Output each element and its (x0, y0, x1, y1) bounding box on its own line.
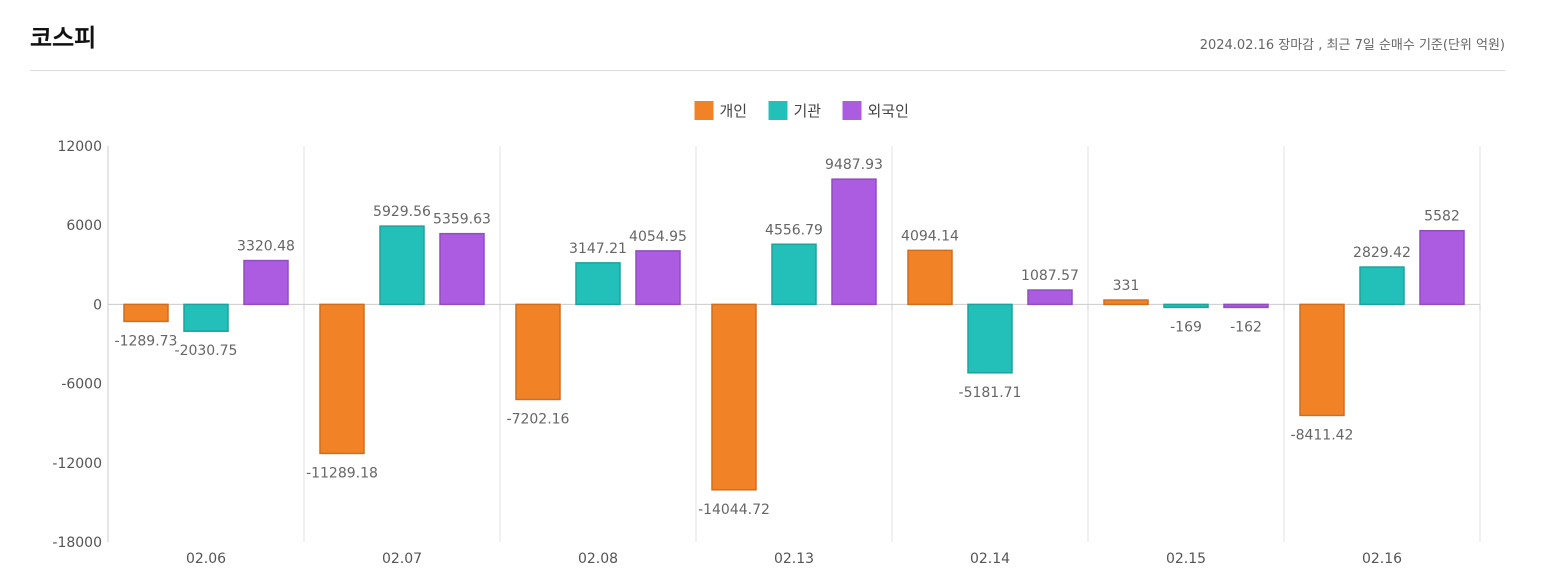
bar (123, 303, 169, 323)
data-label: -11289.18 (306, 465, 378, 481)
bar (771, 243, 817, 306)
data-label: -14044.72 (698, 502, 770, 518)
data-label: -169 (1170, 319, 1202, 335)
data-label: 331 (1113, 278, 1140, 294)
x-tick-label: 02.08 (578, 551, 618, 567)
data-label: 9487.93 (825, 157, 883, 173)
bar (243, 259, 289, 306)
bar (515, 303, 561, 401)
data-label: -162 (1230, 319, 1262, 335)
data-label: 4094.14 (901, 228, 959, 244)
data-label: -1289.73 (115, 333, 178, 349)
chart-subtitle: 2024.02.16 장마감 , 최근 7일 순매수 기준(단위 억원) (1199, 38, 1505, 53)
bar (1223, 303, 1269, 309)
x-tick-label: 02.06 (186, 551, 226, 567)
y-tick-label: 6000 (66, 218, 102, 234)
y-tick-label: -18000 (52, 535, 102, 551)
x-tick-label: 02.16 (1362, 551, 1402, 567)
bar (711, 303, 757, 491)
data-label: 2829.42 (1353, 245, 1411, 261)
bar (831, 178, 877, 306)
y-tick-label: 0 (93, 297, 102, 313)
y-tick-label: 12000 (57, 139, 102, 155)
x-tick-label: 02.07 (382, 551, 422, 567)
data-label: -8411.42 (1291, 427, 1354, 443)
data-label: -7202.16 (507, 411, 570, 427)
x-tick-label: 02.14 (970, 551, 1010, 567)
legend-label: 외국인 (868, 102, 909, 120)
bar (1027, 289, 1073, 306)
data-label: 5582 (1424, 209, 1460, 225)
data-label: 3320.48 (237, 239, 295, 255)
x-tick-label: 02.13 (774, 551, 814, 567)
legend-swatch (694, 101, 714, 120)
data-label: 3147.21 (569, 241, 627, 257)
legend-label: 개인 (720, 102, 748, 120)
bar (1299, 303, 1345, 417)
bar (183, 303, 229, 332)
bar (967, 303, 1013, 374)
bar (575, 262, 621, 306)
x-tick-label: 02.15 (1166, 551, 1206, 567)
y-tick-label: -12000 (52, 456, 102, 472)
data-label: 5359.63 (433, 212, 491, 228)
data-label: -2030.75 (175, 343, 238, 359)
bar (379, 225, 425, 306)
bar (635, 250, 681, 306)
bar (1359, 266, 1405, 306)
bar (439, 232, 485, 306)
bar (1163, 303, 1209, 309)
legend-swatch (768, 101, 788, 120)
bar (319, 303, 365, 455)
bar (907, 249, 953, 306)
y-tick-label: -6000 (61, 377, 102, 393)
data-label: -5181.71 (959, 385, 1022, 401)
chart-header: 코스피 2024.02.16 장마감 , 최근 7일 순매수 기준(단위 억원) (30, 0, 1505, 71)
data-label: 4054.95 (629, 229, 687, 245)
bar (1419, 229, 1465, 306)
page-title: 코스피 (30, 24, 97, 52)
data-label: 1087.57 (1021, 268, 1079, 284)
legend-label: 기관 (794, 102, 822, 120)
data-label: 4556.79 (765, 222, 823, 238)
bar (1103, 299, 1149, 306)
legend-swatch (842, 101, 862, 120)
data-label: 5929.56 (373, 204, 431, 220)
